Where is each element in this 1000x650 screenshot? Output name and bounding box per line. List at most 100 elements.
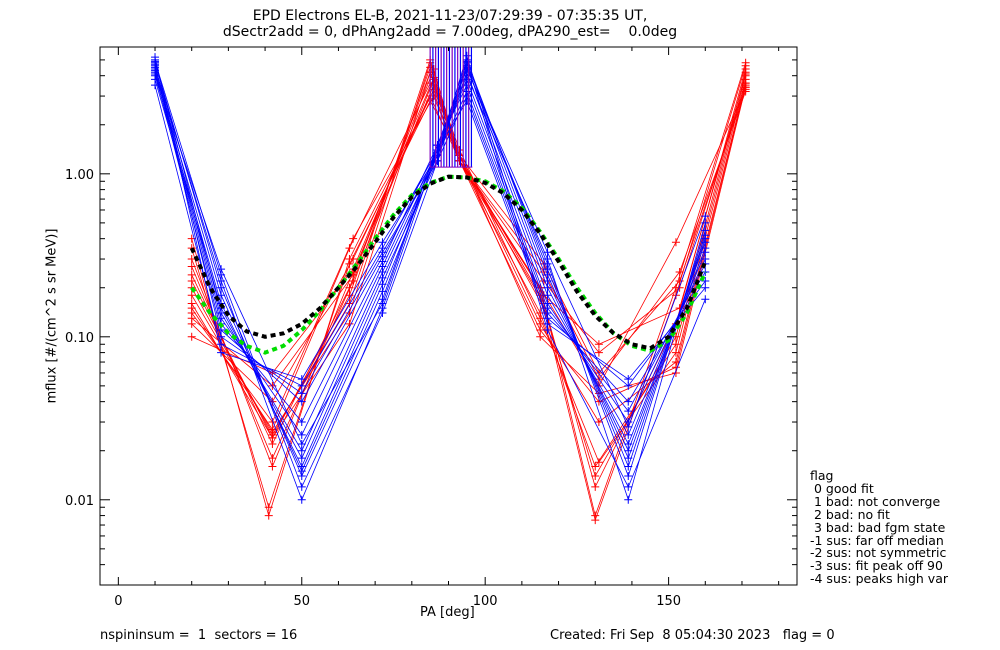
- data-point: [701, 212, 710, 221]
- series-layer: [151, 51, 750, 525]
- data-point: [543, 326, 552, 335]
- data-point: [591, 516, 600, 525]
- data-point: [297, 430, 306, 439]
- data-point: [429, 85, 438, 94]
- data-point: [217, 265, 226, 274]
- data-point: [462, 64, 471, 73]
- data-point: [591, 462, 600, 471]
- data-point: [462, 57, 471, 66]
- legend-item: 2 bad: no fit: [810, 506, 890, 522]
- data-point: [624, 407, 633, 416]
- data-point: [591, 471, 600, 480]
- data-point: [297, 375, 306, 384]
- footer-right: Created: Fri Sep 8 05:04:30 2023 flag = …: [550, 628, 835, 643]
- y-tick-label: 1.00: [65, 168, 94, 183]
- data-point: [217, 340, 226, 349]
- footer-left: nspininsum = 1 sectors = 16: [100, 628, 298, 643]
- data-point: [594, 458, 603, 467]
- chart-subtitle: dSectr2add = 0, dPhAng2add = 7.00deg, dP…: [222, 24, 678, 40]
- data-point: [297, 397, 306, 406]
- data-point: [624, 381, 633, 390]
- legend-item: -2 sus: not symmetric: [810, 545, 947, 561]
- data-point: [624, 397, 633, 406]
- data-point: [264, 503, 273, 512]
- data-point: [741, 69, 750, 78]
- data-point: [268, 425, 277, 434]
- legend-title: flag: [810, 468, 834, 483]
- legend-item: 0 good fit: [810, 480, 874, 496]
- data-point: [701, 283, 710, 292]
- legend-item: 3 bad: bad fgm state: [810, 519, 946, 535]
- data-point: [671, 291, 680, 300]
- data-point: [151, 57, 160, 66]
- data-point: [297, 418, 306, 427]
- data-point: [268, 462, 277, 471]
- saturated-peak-bars: [429, 47, 473, 168]
- axes-layer: 0 50 100 150 0.01 0.10 1.00: [65, 46, 797, 609]
- data-point: [297, 439, 306, 448]
- data-point: [624, 454, 633, 463]
- data-point: [624, 439, 633, 448]
- data-point: [536, 332, 545, 341]
- data-point: [624, 495, 633, 504]
- data-point: [624, 430, 633, 439]
- data-point: [675, 283, 684, 292]
- data-point: [297, 454, 306, 463]
- data-point: [187, 291, 196, 300]
- data-point: [671, 238, 680, 247]
- data-point: [187, 314, 196, 323]
- data-point: [151, 81, 160, 90]
- data-point: [462, 96, 471, 105]
- data-point: [671, 340, 680, 349]
- y-tick-label: 0.10: [65, 331, 94, 346]
- data-point: [543, 291, 552, 300]
- x-axis-label: PA [deg]: [420, 605, 475, 620]
- x-tick-label: 150: [656, 594, 681, 609]
- x-tick-label: 0: [114, 594, 122, 609]
- data-point: [624, 471, 633, 480]
- data-point: [345, 244, 354, 253]
- legend-item: -4 sus: peaks high var: [810, 571, 949, 587]
- y-axis-label: mflux [#/(cm^2 s sr MeV)]: [44, 228, 60, 404]
- data-point: [268, 454, 277, 463]
- data-point: [264, 511, 273, 520]
- data-point: [455, 156, 464, 165]
- data-point: [701, 295, 710, 304]
- data-point: [349, 234, 358, 243]
- data-point: [217, 283, 226, 292]
- data-point: [594, 368, 603, 377]
- data-point: [433, 141, 442, 150]
- data-point: [591, 482, 600, 491]
- data-point: [594, 340, 603, 349]
- chart-title: EPD Electrons EL-B, 2021-11-23/07:29:39 …: [252, 8, 648, 24]
- data-point: [297, 381, 306, 390]
- fit-curve-black: [189, 174, 708, 351]
- data-point: [345, 259, 354, 268]
- data-point: [624, 446, 633, 455]
- data-point: [217, 348, 226, 357]
- data-point: [187, 332, 196, 341]
- data-point: [378, 299, 387, 308]
- data-point: [349, 255, 358, 264]
- data-point: [624, 462, 633, 471]
- data-point: [187, 262, 196, 271]
- data-point: [701, 248, 710, 257]
- data-point: [675, 276, 684, 285]
- data-point: [151, 69, 160, 78]
- data-point: [624, 422, 633, 431]
- flag-legend: flag 0 good fit 1 bad: not converge 2 ba…: [810, 468, 949, 587]
- data-point: [297, 446, 306, 455]
- data-point: [378, 308, 387, 317]
- data-point: [297, 495, 306, 504]
- data-point: [297, 389, 306, 398]
- data-point: [217, 332, 226, 341]
- y-tick-label: 0.01: [65, 494, 94, 509]
- data-point: [624, 482, 633, 491]
- data-point: [594, 348, 603, 357]
- data-point: [297, 462, 306, 471]
- data-point: [187, 276, 196, 285]
- data-point: [433, 156, 442, 165]
- data-point: [297, 482, 306, 491]
- legend-item: -1 sus: far off median: [810, 532, 944, 548]
